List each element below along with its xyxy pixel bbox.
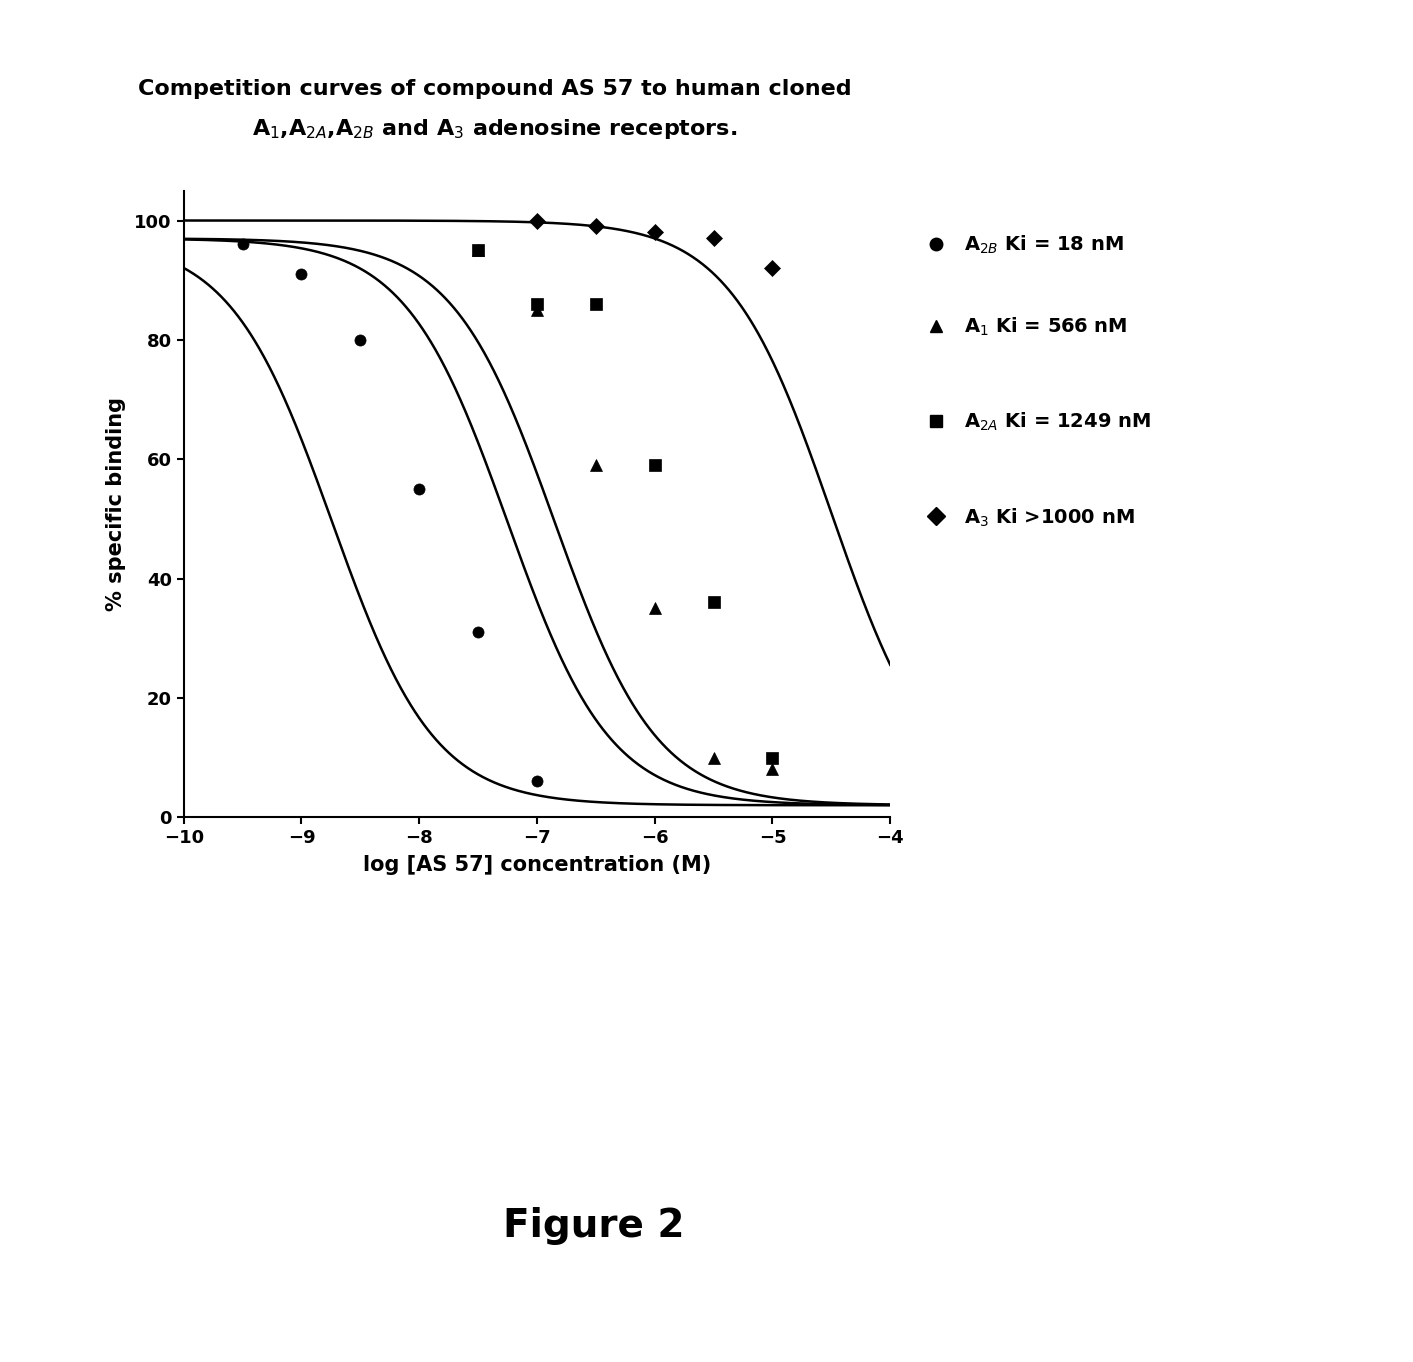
Y-axis label: % specific binding: % specific binding bbox=[106, 396, 126, 612]
Text: A$_1$,A$_{2A}$,A$_{2B}$ and A$_3$ adenosine receptors.: A$_1$,A$_{2A}$,A$_{2B}$ and A$_3$ adenos… bbox=[252, 117, 738, 142]
Text: A$_{2B}$ Ki = 18 nM: A$_{2B}$ Ki = 18 nM bbox=[964, 234, 1123, 256]
Text: Figure 2: Figure 2 bbox=[503, 1207, 684, 1245]
X-axis label: log [AS 57] concentration (M): log [AS 57] concentration (M) bbox=[363, 855, 711, 876]
Text: A$_{2A}$ Ki = 1249 nM: A$_{2A}$ Ki = 1249 nM bbox=[964, 411, 1150, 433]
Text: A$_3$ Ki >1000 nM: A$_3$ Ki >1000 nM bbox=[964, 507, 1135, 528]
Text: Competition curves of compound AS 57 to human cloned: Competition curves of compound AS 57 to … bbox=[137, 79, 852, 98]
Text: A$_1$ Ki = 566 nM: A$_1$ Ki = 566 nM bbox=[964, 316, 1126, 338]
